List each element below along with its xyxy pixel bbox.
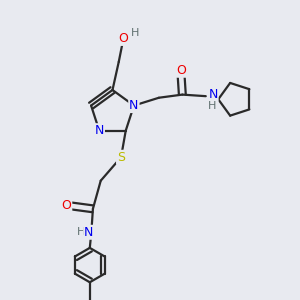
- Text: O: O: [176, 64, 186, 77]
- Text: N: N: [208, 88, 218, 101]
- Text: S: S: [117, 151, 125, 164]
- Text: N: N: [94, 124, 104, 137]
- Text: N: N: [129, 99, 139, 112]
- Text: O: O: [118, 32, 128, 45]
- Text: H: H: [208, 100, 217, 110]
- Text: H: H: [77, 227, 86, 237]
- Text: N: N: [84, 226, 94, 239]
- Text: O: O: [61, 199, 71, 212]
- Text: H: H: [131, 28, 140, 38]
